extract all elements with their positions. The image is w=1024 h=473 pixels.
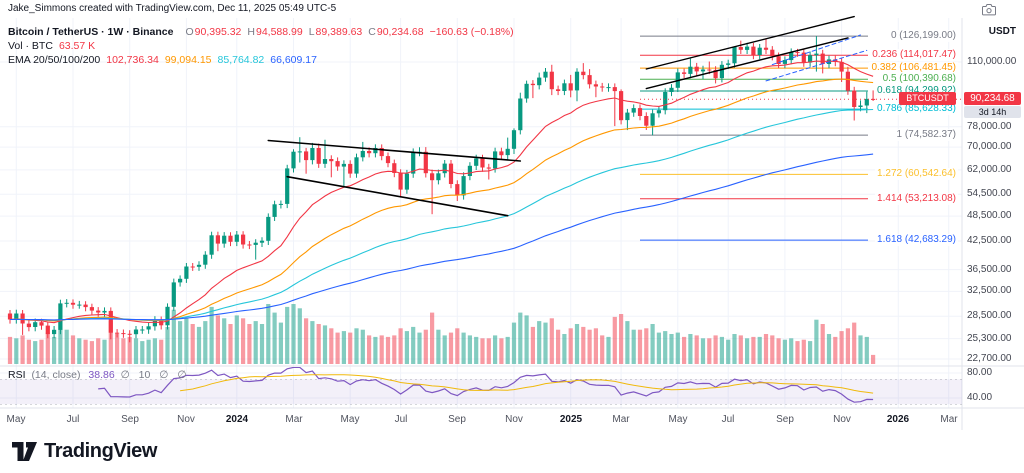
time-tick-label: Jul: [66, 414, 80, 425]
rsi-extra-0: ∅: [120, 369, 130, 381]
rsi-extra-2: ∅: [159, 369, 169, 381]
time-tick-label: Jul: [721, 414, 735, 425]
time-tick-label: Mar: [612, 414, 630, 425]
legend-ema-row[interactable]: EMA 20/50/100/200 102,736.34 99,094.15 85,7…: [8, 53, 514, 67]
time-tick-label: May: [668, 414, 688, 425]
attribution-text: Jake_Simmons created with TradingView.co…: [8, 3, 337, 14]
volume-label: Vol · BTC: [8, 40, 53, 52]
bar-countdown-badge: 3d 14h: [964, 106, 1021, 118]
rsi-title: RSI: [8, 369, 26, 381]
time-tick-label: Sep: [448, 414, 466, 425]
time-tick-label: Mar: [285, 414, 303, 425]
price-tick-label: 32,500.00: [967, 285, 1012, 296]
time-tick-label: May: [340, 414, 360, 425]
rsi-legend[interactable]: RSI (14, close) 38.86 ∅ 10 ∅ ∅: [8, 369, 190, 381]
time-tick-label: Sep: [121, 414, 139, 425]
price-tick-label: 62,000.00: [967, 164, 1012, 175]
ohlc-c-value: 90,234.68: [376, 26, 424, 38]
attribution-bar: Jake_Simmons created with TradingView.co…: [8, 3, 336, 14]
ema-100-value: 85,764.82: [217, 54, 265, 66]
ohlc-l-value: 89,389.63: [315, 26, 363, 38]
time-tick-label: 2026: [886, 414, 910, 425]
ohlc-o-value: 90,395.32: [194, 26, 242, 38]
price-tick-label: 48,500.00: [967, 210, 1012, 221]
time-axis[interactable]: May Jul Sep Nov 2024 Mar May Jul Sep Nov 2025 Mar Ma…: [0, 409, 1000, 430]
price-tick-label: 42,500.00: [967, 235, 1012, 246]
last-price-badge: 90,234.68: [964, 92, 1021, 105]
time-tick-label: Mar: [940, 414, 958, 425]
price-tick-label: 36,500.00: [967, 264, 1012, 275]
ema-20-value: 102,736.34: [106, 54, 159, 66]
rsi-params: (14, close): [31, 369, 81, 381]
price-tick-label: 28,500.00: [967, 310, 1012, 321]
time-tick-label: Sep: [776, 414, 794, 425]
price-tick-label: 78,000.00: [967, 121, 1012, 132]
time-tick-label: Nov: [505, 414, 523, 425]
ohlc-h-label: H: [247, 26, 255, 38]
price-tick-label: 22,700.00: [967, 353, 1012, 364]
ohlc-h-value: 94,588.99: [255, 26, 303, 38]
price-tick-label: 25,300.00: [967, 333, 1012, 344]
price-tick-label: 110,000.00: [967, 56, 1017, 67]
volume-value: 63.57 K: [58, 40, 96, 52]
legend-main-row[interactable]: Bitcoin / TetherUS · 1W · Binance O90,395…: [8, 25, 514, 39]
ema-label: EMA 20/50/100/200: [8, 54, 101, 66]
rsi-extra-1: 10: [138, 369, 151, 381]
ohlc-l-label: L: [308, 26, 315, 38]
time-tick-label: 2024: [225, 414, 249, 425]
time-tick-label: Nov: [177, 414, 195, 425]
time-tick-label: May: [6, 414, 26, 425]
footer: TradingView: [0, 430, 1024, 473]
change-value: −160.63 (−0.18%): [429, 26, 514, 38]
rsi-extra-3: ∅: [177, 369, 187, 381]
axis-currency-label: USDT: [988, 26, 1016, 37]
price-tick-label: 70,000.00: [967, 141, 1012, 152]
rsi-tick-label: 80.00: [967, 367, 993, 378]
price-axis[interactable]: USDT 90,234.68 3d 14h 110,000.00 78,000.0…: [962, 0, 1024, 473]
legend-volume-row[interactable]: Vol · BTC 63.57 K: [8, 39, 514, 53]
rsi-tick-label: 40.00: [967, 392, 993, 403]
price-line-symbol-tag: BTCUSDT: [899, 92, 956, 105]
ohlc-o-label: O: [185, 26, 194, 38]
tradingview-logo-icon[interactable]: [12, 442, 37, 461]
time-tick-label: 2025: [559, 414, 583, 425]
time-tick-label: Nov: [833, 414, 851, 425]
time-tick-label: Jul: [394, 414, 408, 425]
rsi-value: 38.86: [88, 369, 115, 381]
snapshot-camera-icon[interactable]: [982, 4, 996, 16]
tradingview-wordmark[interactable]: TradingView: [44, 440, 158, 462]
price-tick-label: 54,500.00: [967, 188, 1012, 199]
symbol-legend: Bitcoin / TetherUS · 1W · Binance O90,395…: [8, 25, 514, 67]
ohlc-c-label: C: [368, 26, 376, 38]
ema-50-value: 99,094.15: [164, 54, 212, 66]
ema-200-value: 66,609.17: [270, 54, 317, 66]
symbol-title: Bitcoin / TetherUS · 1W · Binance: [8, 26, 174, 38]
